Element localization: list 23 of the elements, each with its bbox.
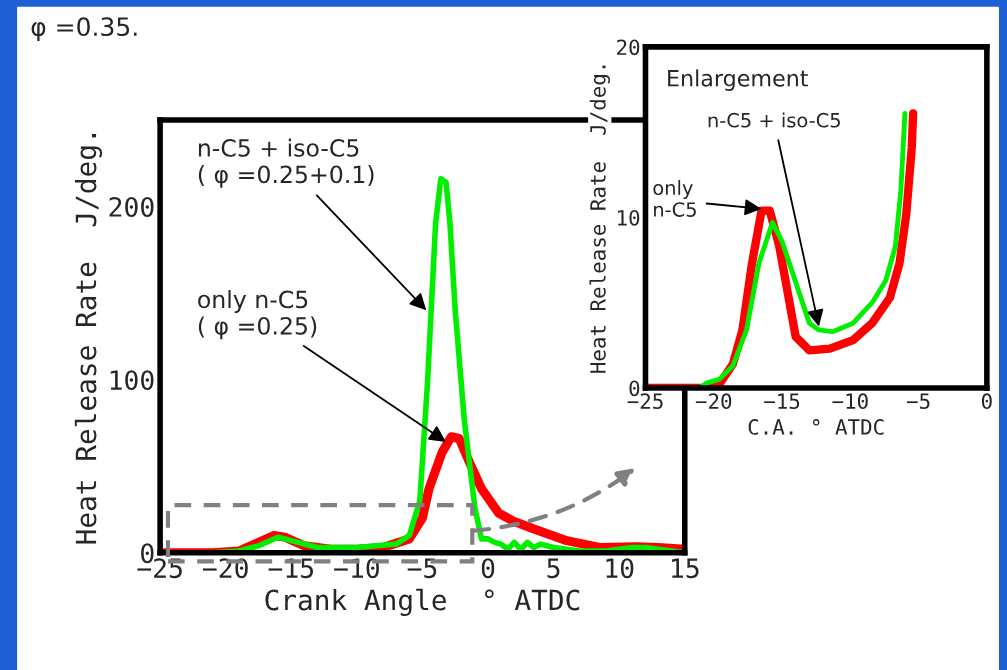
x-tick-label: 15 [672,558,699,579]
x-tick-label: 0 [481,558,495,579]
x-tick-label: −5 [906,393,930,410]
y-axis-title: Heat Release Rate J/deg. [74,133,103,544]
text: φ =0.35. [31,17,137,41]
annotation: n-C5 + iso-C5 ( φ =0.25+0.1) [198,138,374,188]
x-tick-label: −10 [832,393,868,410]
y-tick-label: 100 [110,370,154,391]
x-tick-label: −15 [764,393,800,410]
x-tick-label: 0 [981,393,992,410]
y-tick-label: 20 [617,39,640,56]
annotation: only n-C5 [653,180,696,217]
x-axis-title: Crank Angle ° ATDC [265,588,580,617]
x-axis-title: C.A. ° ATDC [748,419,884,435]
y-tick-label: 10 [618,209,640,226]
text: Enlargement [668,69,808,91]
x-tick-label: 5 [547,558,560,579]
annotation: only n-C5 ( φ =0.25) [198,290,317,340]
y-tick-label: 200 [109,197,154,217]
x-tick-label: −5 [407,558,437,579]
y-axis-title: Heat Release Rate J/deg. [589,65,610,373]
x-tick-label: −20 [695,393,732,410]
annotation: n-C5 + iso-C5 [708,112,840,128]
